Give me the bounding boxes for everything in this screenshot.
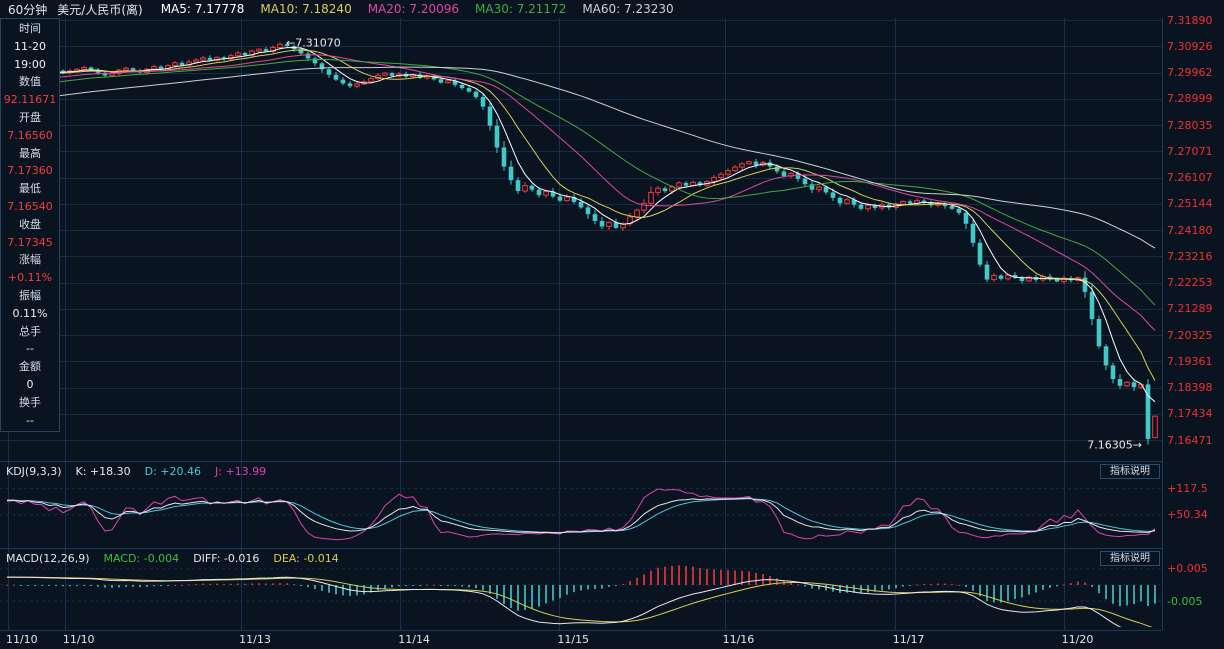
info-row-label: 收盘	[19, 217, 41, 231]
indicator-value: DIFF: -0.016	[193, 552, 260, 565]
indicator-value: J: +13.99	[215, 465, 267, 478]
info-row-label: 涨幅	[19, 253, 41, 267]
date-axis-label: 11/13	[239, 633, 271, 646]
kdj-title: KDJ(9,3,3)	[6, 465, 62, 478]
divider	[0, 461, 1162, 462]
macd-axis-label: -0.005	[1167, 594, 1203, 608]
price-axis-label: 7.28999	[1167, 92, 1213, 106]
kdj-values: K: +18.30 D: +20.46 J: +13.99	[76, 465, 267, 478]
price-axis-label: 7.20325	[1167, 328, 1213, 342]
price-axis-label: 7.17434	[1167, 407, 1213, 421]
price-axis-label: 7.27071	[1167, 144, 1213, 158]
info-row-label: 振幅	[19, 288, 41, 302]
ma-legend-item: MA10: 7.18240	[260, 2, 352, 16]
info-row-value: 11-20	[14, 39, 46, 53]
price-axis-label: 7.24180	[1167, 223, 1213, 237]
info-row-label: 数值	[19, 75, 41, 89]
date-axis-label: 11/10	[5, 633, 38, 646]
info-row-value: 7.16540	[7, 199, 53, 213]
macd-header: MACD(12,26,9) MACD: -0.004 DIFF: -0.016 DE…	[6, 552, 339, 565]
price-axis-label: 7.30926	[1167, 39, 1213, 53]
price-axis-label: 7.26107	[1167, 171, 1213, 184]
date-axis-label: 11/14	[398, 633, 430, 646]
macd-axis-label: +0.005	[1167, 562, 1208, 576]
info-panel: 时间 11-20 19:00 数值 92.11671 开盘 7.16560 最高 7.17360…	[0, 18, 60, 432]
info-row-value: 19:00	[14, 57, 46, 71]
info-row-value: --	[26, 342, 34, 356]
price-axis-label: 7.18398	[1167, 381, 1213, 394]
info-row-label: 开盘	[19, 110, 41, 124]
info-row-value: 0.11%	[12, 306, 48, 320]
info-row-value: --	[26, 413, 34, 427]
ma-legend-item: MA60: 7.23230	[582, 2, 674, 16]
price-axis-label: 7.25144	[1167, 197, 1213, 211]
date-axis-label: 11/16	[722, 633, 755, 646]
price-axis-label: 7.29962	[1167, 66, 1213, 79]
kdj-axis-label: +50.34	[1167, 508, 1208, 522]
ma-legend: MA5: 7.17778 MA10: 7.18240 MA20: 7.20096 MA…	[161, 2, 674, 16]
price-axis-label: 7.21289	[1167, 302, 1213, 316]
date-axis-label: 11/20	[1061, 633, 1094, 646]
macd-title: MACD(12,26,9)	[6, 552, 90, 565]
price-axis-label: 7.19361	[1167, 354, 1213, 368]
ma-legend-item: MA30: 7.21172	[475, 2, 567, 16]
ma-legend-item: MA20: 7.20096	[367, 2, 460, 16]
indicator-value: MACD: -0.004	[103, 552, 180, 565]
divider	[0, 630, 1162, 631]
info-row-label: 总手	[19, 324, 41, 338]
info-row-value: 7.17345	[7, 235, 53, 249]
indicator-value: DEA: -0.014	[273, 552, 339, 565]
period-label: 60分钟	[8, 2, 48, 17]
indicator-value: D: +20.46	[144, 465, 202, 478]
info-row-value: 7.17360	[7, 164, 53, 178]
info-row-label: 换手	[19, 395, 41, 409]
kdj-indicator-help-button[interactable]: 指标说明	[1100, 464, 1160, 479]
price-axis-label: 7.23216	[1167, 249, 1213, 263]
info-row-value: 92.11671	[3, 93, 57, 107]
kdj-axis-label: +117.5	[1167, 482, 1208, 496]
info-row-label: 金额	[19, 360, 41, 374]
divider	[1162, 18, 1163, 630]
info-row-label: 最低	[19, 182, 41, 196]
info-row-label: 时间	[19, 22, 41, 35]
indicator-value: K: +18.30	[75, 465, 131, 478]
kdj-panel[interactable]	[0, 462, 1162, 549]
info-row-value: 0	[26, 377, 34, 391]
date-axis: 11/10 11/10 11/13 11/14 11/15 11/16 11/17 11/20	[0, 631, 1224, 649]
ma-legend-item: MA5: 7.17778	[160, 2, 245, 16]
date-axis-label: 11/10	[62, 633, 95, 646]
macd-values: MACD: -0.004 DIFF: -0.016 DEA: -0.014	[104, 552, 339, 565]
date-axis-label: 11/17	[892, 633, 925, 646]
price-axis-label: 7.28035	[1167, 118, 1213, 132]
divider	[0, 548, 1162, 549]
info-row-label: 最高	[19, 146, 41, 160]
info-row-value: +0.11%	[7, 271, 53, 285]
price-axis: 7.31890 7.30926 7.29962 7.28999 7.28035 7.270…	[1167, 13, 1224, 462]
macd-indicator-help-button[interactable]: 指标说明	[1100, 551, 1160, 566]
macd-panel[interactable]	[0, 549, 1162, 630]
price-axis-label: 7.22253	[1167, 276, 1213, 289]
info-row-value: 7.16560	[7, 128, 53, 142]
symbol-label: 美元/人民币(离)	[57, 2, 143, 17]
kdj-header: KDJ(9,3,3) K: +18.30 D: +20.46 J: +13.99	[6, 465, 266, 478]
chart-header: 60分钟 美元/人民币(离) MA5: 7.17778 MA10: 7.18240…	[0, 0, 1224, 18]
price-axis-label: 7.31890	[1167, 13, 1213, 27]
date-axis-label: 11/15	[557, 633, 590, 646]
candlestick-chart[interactable]	[0, 18, 1162, 462]
price-axis-label: 7.16471	[1167, 433, 1213, 447]
